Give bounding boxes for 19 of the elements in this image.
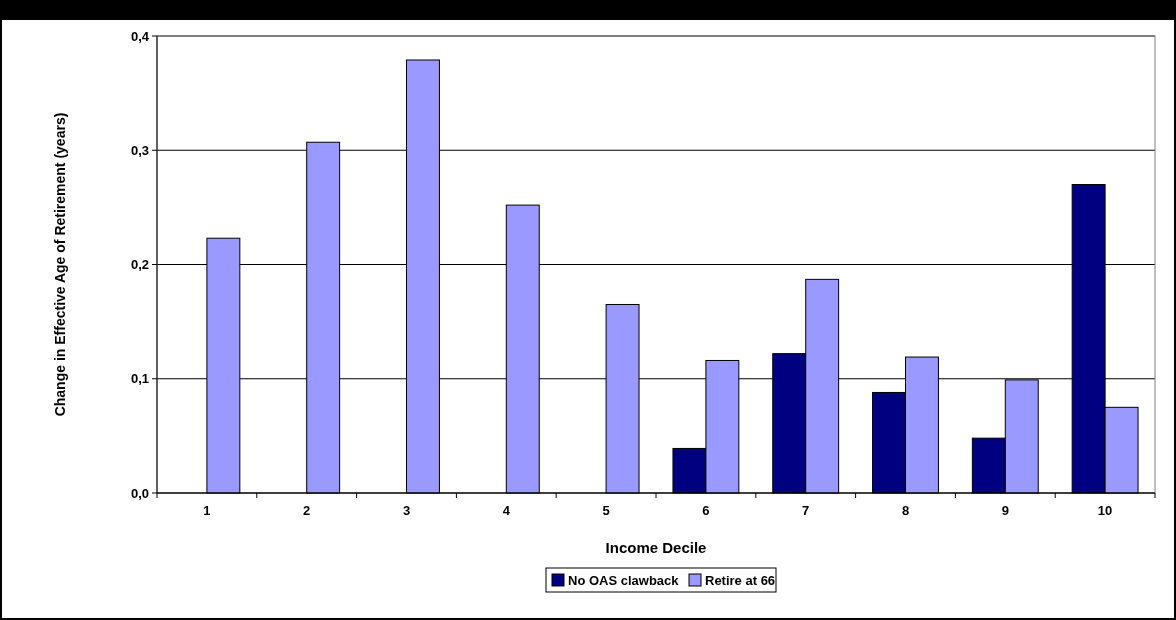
x-tick-label: 1 [203,503,211,518]
x-tick-label: 3 [402,503,411,518]
x-axis-title: Income Decile [605,539,707,556]
y-tick-label: 0,0 [130,485,149,501]
legend-label: Retire at 66 [705,573,776,588]
x-tick-label: 6 [702,503,710,518]
y-axis-title: Change in Effective Age of Retirement (years) [52,112,68,417]
y-tick-label: 0,1 [130,371,149,387]
x-tick-label: 5 [602,503,610,518]
y-tick-label: 0,4 [130,28,150,44]
legend-label: No OAS clawback [568,573,680,588]
x-tick-label: 7 [802,503,810,518]
y-tick-label: 0,3 [130,142,149,158]
x-tick-label: 9 [1001,503,1009,518]
x-tick-label: 10 [1097,503,1113,518]
y-tick-label: 0,2 [130,257,149,273]
x-tick-label: 4 [502,503,511,518]
x-tick-label: 2 [303,503,311,518]
x-tick-label: 8 [901,503,910,518]
